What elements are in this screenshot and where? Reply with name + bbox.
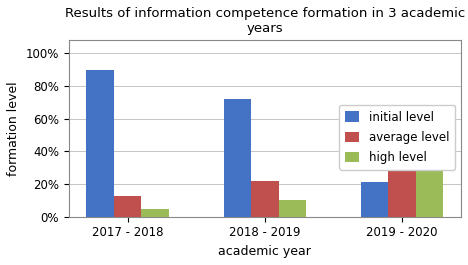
Bar (114, 196, 141, 217)
Bar (251, 181, 278, 217)
X-axis label: academic year: academic year (219, 245, 311, 258)
Bar (141, 209, 169, 217)
Bar (278, 200, 306, 217)
Title: Results of information competence formation in 3 academic
years: Results of information competence format… (65, 7, 465, 35)
Legend: initial level, average level, high level: initial level, average level, high level (339, 105, 455, 170)
Bar (224, 99, 251, 217)
Bar (416, 165, 443, 217)
Bar (361, 183, 388, 217)
Bar (388, 134, 416, 217)
Y-axis label: formation level: formation level (7, 81, 20, 176)
Bar (87, 70, 114, 217)
